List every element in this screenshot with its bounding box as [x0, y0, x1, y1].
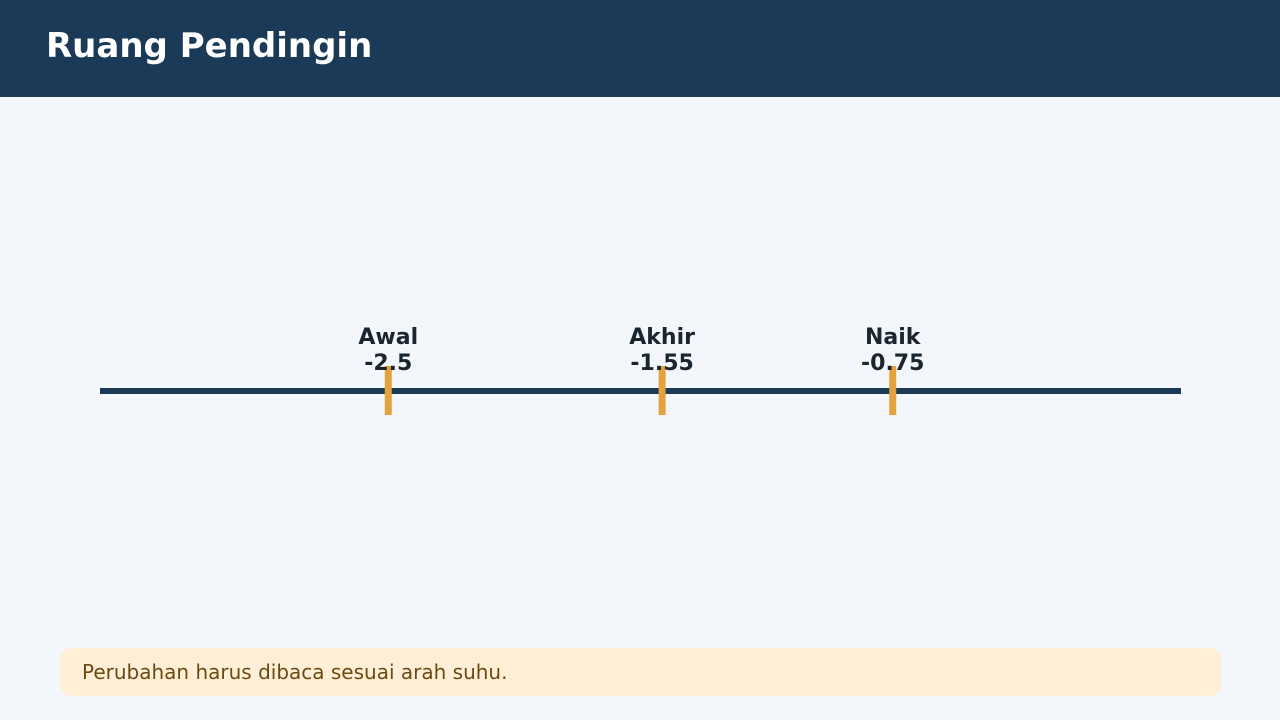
marker-label: Awal — [358, 325, 418, 350]
header: Ruang Pendingin — [0, 0, 1280, 97]
marker-value: -0.75 — [861, 351, 924, 376]
number-line: Awal-2.5 Akhir-1.55 Naik-0.75 — [100, 325, 1181, 415]
marker-value: -1.55 — [630, 351, 693, 376]
marker — [658, 366, 666, 415]
note: Perubahan harus dibaca sesuai arah suhu. — [60, 648, 1221, 696]
marker-label: Akhir — [629, 325, 695, 350]
title: Ruang Pendingin — [46, 26, 373, 66]
marker — [384, 366, 392, 415]
marker — [889, 366, 897, 415]
marker-label: Naik — [865, 325, 922, 350]
marker-value: -2.5 — [364, 351, 412, 376]
